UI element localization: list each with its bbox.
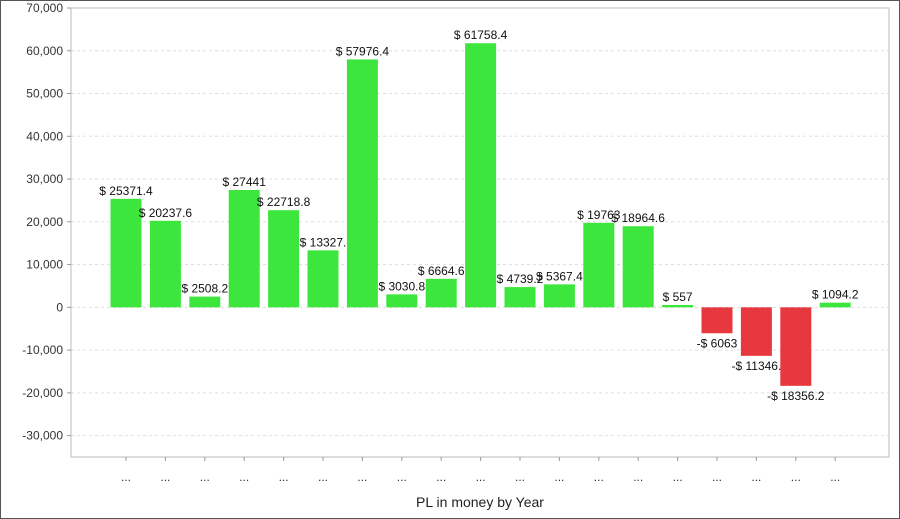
- x-tick-label: ...: [239, 470, 249, 484]
- bar: [386, 294, 418, 308]
- bar-value-label: $ 25371.4: [99, 184, 153, 198]
- y-tick-label: 0: [56, 300, 63, 314]
- x-tick-labels: ........................................…: [121, 457, 840, 484]
- bar-value-label: $ 557: [663, 290, 693, 304]
- x-tick-label: ...: [279, 470, 289, 484]
- bar-value-label: $ 27441: [223, 175, 267, 189]
- bar-value-label: -$ 6063: [697, 336, 738, 350]
- x-tick-label: ...: [121, 470, 131, 484]
- y-tick-labels: 70,000 60,000 50,000 40,000 30,000 20,000 10,0…: [22, 1, 71, 443]
- bar: [346, 59, 378, 308]
- bar-value-label: -$ 18356.2: [767, 389, 825, 403]
- bar-value-label: $ 18964.6: [612, 211, 666, 225]
- x-tick-label: ...: [476, 470, 486, 484]
- x-tick-label: ...: [751, 470, 761, 484]
- y-tick-label: -10,000: [22, 343, 63, 357]
- x-tick-label: ...: [318, 470, 328, 484]
- y-tick-label: 20,000: [26, 215, 63, 229]
- x-tick-label: ...: [554, 470, 564, 484]
- bar-value-label: -$ 11346.: [731, 359, 781, 373]
- y-tick-label: 60,000: [26, 44, 63, 58]
- bar-value-label: $ 2508.2: [181, 282, 228, 296]
- bar-value-label: $ 57976.4: [336, 44, 390, 58]
- y-tick-label: 70,000: [26, 1, 63, 15]
- bar-value-label: $ 5367.4: [536, 269, 583, 283]
- bar: [819, 302, 851, 308]
- bar: [780, 307, 812, 386]
- bar-value-label: $ 61758.4: [454, 28, 508, 42]
- x-tick-label: ...: [830, 470, 840, 484]
- plot-area: [70, 7, 890, 458]
- bar: [425, 278, 457, 308]
- bar: [189, 296, 221, 308]
- bar-value-label: $ 3030.8: [378, 279, 425, 293]
- x-tick-label: ...: [673, 470, 683, 484]
- y-tick-label: 50,000: [26, 87, 63, 101]
- bar: [268, 210, 300, 308]
- bar: [149, 220, 181, 308]
- bar-value-label: $ 13327.: [300, 235, 347, 249]
- bar: [465, 43, 497, 308]
- y-tick-label: 10,000: [26, 258, 63, 272]
- x-tick-label: ...: [160, 470, 170, 484]
- bar-value-label: $ 1094.2: [812, 288, 859, 302]
- data-labels: $ 25371.4 $ 20237.6 $ 2508.2 $ 27441 $ 22718…: [99, 28, 859, 403]
- bar: [307, 250, 339, 308]
- bar: [504, 287, 536, 308]
- bar: [543, 284, 575, 308]
- x-tick-label: ...: [633, 470, 643, 484]
- bar-value-label: $ 19763: [577, 208, 621, 222]
- x-tick-label: ...: [436, 470, 446, 484]
- x-tick-label: ...: [397, 470, 407, 484]
- bar: [701, 307, 733, 334]
- bar: [662, 304, 694, 308]
- bar: [622, 226, 654, 308]
- bar: [740, 307, 772, 356]
- x-axis-title: PL in money by Year: [416, 494, 544, 510]
- bar: [228, 189, 260, 308]
- y-tick-label: 40,000: [26, 129, 63, 143]
- bar: [110, 198, 142, 308]
- x-tick-label: ...: [515, 470, 525, 484]
- x-tick-label: ...: [791, 470, 801, 484]
- x-tick-label: ...: [594, 470, 604, 484]
- bar-value-label: $ 20237.6: [139, 206, 193, 220]
- x-tick-label: ...: [357, 470, 367, 484]
- x-tick-label: ...: [200, 470, 210, 484]
- bar-value-label: $ 22718.8: [257, 195, 311, 209]
- bar: [583, 222, 615, 308]
- bar-value-label: $ 4739.2: [497, 272, 544, 286]
- y-tick-label: 30,000: [26, 172, 63, 186]
- bar-value-label: $ 6664.6: [418, 264, 465, 278]
- x-tick-label: ...: [712, 470, 722, 484]
- y-tick-label: -30,000: [22, 429, 63, 443]
- y-tick-label: -20,000: [22, 386, 63, 400]
- bars: [110, 43, 851, 386]
